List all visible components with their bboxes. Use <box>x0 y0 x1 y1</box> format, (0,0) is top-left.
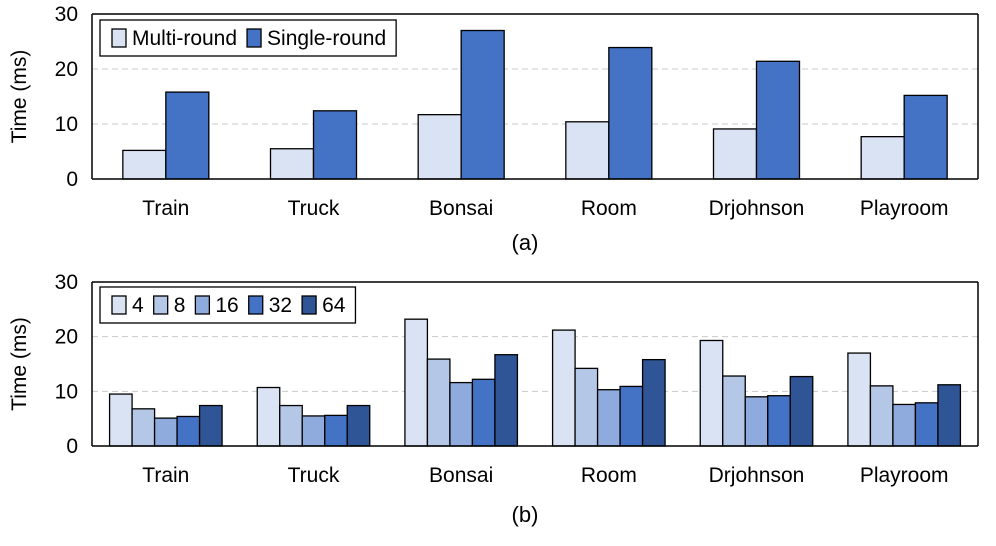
legend-label: 8 <box>174 294 186 317</box>
legend: 4 8 16 32 64 <box>99 286 357 324</box>
y-tick-label: 30 <box>55 3 78 26</box>
legend-swatch-multi-round <box>111 28 127 48</box>
chart-panel-b: 0 10 20 30 Time (ms) Train Truck Bonsai Room Drjo… <box>8 271 979 527</box>
legend-swatch-4 <box>111 295 127 315</box>
legend-swatch-64 <box>301 295 317 315</box>
bar-playroom-16 <box>892 403 917 447</box>
bar-truck-16 <box>301 415 326 447</box>
x-tick-label: Drjohnson <box>709 197 805 220</box>
x-tick-label: Playroom <box>860 197 949 220</box>
bar-drjohnson-32 <box>767 395 791 447</box>
bar-bonsai-64 <box>494 354 519 447</box>
bar-truck-single-round <box>312 110 358 180</box>
legend-label: 64 <box>322 294 346 317</box>
bar-truck-8 <box>279 404 303 447</box>
bar-bonsai-single-round <box>460 29 505 180</box>
chart-panel-a: 0 10 20 30 Time (ms) Train Truck Bonsai Room Drjo… <box>8 3 979 255</box>
x-tick-label: Room <box>581 197 637 220</box>
bar-train-64 <box>198 404 223 447</box>
y-axis-label: Time (ms) <box>8 50 31 144</box>
bar-train-32 <box>176 415 201 447</box>
bar-truck-multi-round <box>269 148 315 180</box>
bar-bonsai-8 <box>426 358 451 447</box>
y-tick-label: 0 <box>66 435 78 458</box>
x-tick-label: Truck <box>288 197 340 220</box>
legend-label: 16 <box>215 294 238 317</box>
y-tick-label: 30 <box>55 271 78 294</box>
bar-drjohnson-multi-round <box>712 128 758 180</box>
legend-swatch-32 <box>248 295 264 315</box>
bar-room-single-round <box>608 46 653 180</box>
bar-train-8 <box>131 408 156 447</box>
bar-train-16 <box>153 417 178 447</box>
bar-playroom-64 <box>937 384 962 447</box>
bar-playroom-32 <box>914 402 939 447</box>
x-tick-label: Truck <box>288 464 340 487</box>
bar-train-multi-round <box>122 149 167 180</box>
bar-train-single-round <box>165 91 210 180</box>
bar-playroom-single-round <box>903 94 948 180</box>
bar-truck-64 <box>346 404 371 447</box>
legend: Multi-round Single-round <box>99 19 397 57</box>
bar-truck-4 <box>256 386 281 447</box>
legend-label: Multi-round <box>132 27 237 50</box>
bar-playroom-8 <box>869 385 894 447</box>
y-tick-label: 10 <box>55 380 78 403</box>
bar-drjohnson-8 <box>722 375 746 447</box>
x-tick-label: Bonsai <box>429 197 493 220</box>
bar-train-4 <box>108 393 133 447</box>
x-tick-label: Bonsai <box>429 464 493 487</box>
bar-room-64 <box>641 358 666 447</box>
bar-room-32 <box>619 385 644 447</box>
x-tick-label: Train <box>142 197 189 220</box>
y-tick-label: 20 <box>55 326 78 349</box>
legend-swatch-8 <box>153 295 169 315</box>
legend-swatch-single-round <box>246 28 262 48</box>
bar-drjohnson-4 <box>699 339 724 447</box>
y-tick-label: 10 <box>55 113 78 136</box>
legend-label: 32 <box>269 294 292 317</box>
bar-bonsai-16 <box>449 381 474 447</box>
bar-bonsai-multi-round <box>417 114 462 180</box>
x-tick-label: Playroom <box>860 464 949 487</box>
x-tick-label: Train <box>142 464 189 487</box>
bar-drjohnson-16 <box>744 396 769 447</box>
bar-drjohnson-64 <box>789 375 814 447</box>
y-axis-label: Time (ms) <box>8 317 31 411</box>
legend-label: Single-round <box>267 27 386 50</box>
y-tick-label: 0 <box>66 168 78 191</box>
x-tick-label: Room <box>581 464 637 487</box>
chart-caption: (b) <box>512 502 539 527</box>
bar-playroom-4 <box>847 352 872 447</box>
bar-room-16 <box>596 389 621 447</box>
bar-room-multi-round <box>565 121 610 180</box>
bar-truck-32 <box>324 414 348 447</box>
bar-playroom-multi-round <box>860 135 905 180</box>
bar-drjohnson-single-round <box>755 60 801 180</box>
legend-swatch-16 <box>194 295 211 315</box>
y-tick-label: 20 <box>55 58 78 81</box>
bar-room-8 <box>574 367 599 447</box>
bar-bonsai-32 <box>471 378 496 447</box>
chart-caption: (a) <box>512 230 539 255</box>
bar-bonsai-4 <box>404 318 429 447</box>
x-tick-label: Drjohnson <box>709 464 805 487</box>
bar-room-4 <box>551 329 576 447</box>
legend-label: 4 <box>132 294 144 317</box>
